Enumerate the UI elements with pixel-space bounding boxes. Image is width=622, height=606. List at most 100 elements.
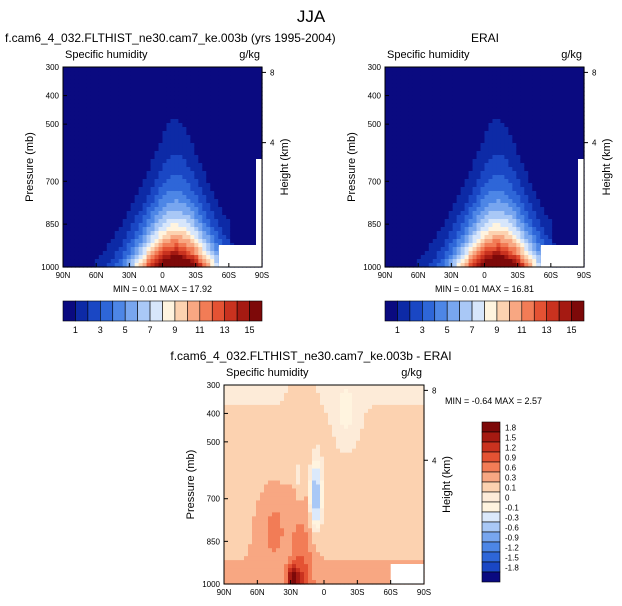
contour-cell [63, 163, 68, 168]
contour-cell [528, 79, 533, 84]
contour-cell [154, 75, 160, 80]
contour-cell [385, 207, 390, 212]
contour-cell [560, 139, 565, 144]
contour-cell [82, 191, 88, 196]
contour-cell [122, 111, 128, 116]
contour-cell [452, 195, 458, 200]
panel-units-label: g/kg [239, 49, 260, 61]
contour-cell [242, 223, 247, 228]
contour-cell [126, 187, 132, 192]
contour-cell [548, 67, 553, 72]
contour-cell [484, 239, 490, 244]
contour-cell [242, 83, 247, 88]
contour-cell [98, 115, 104, 120]
contour-cell [194, 127, 199, 132]
contour-cell [504, 255, 509, 260]
contour-cell [524, 211, 529, 216]
contour-cell [106, 215, 112, 220]
contour-cell [552, 171, 557, 176]
contour-cell [214, 83, 219, 88]
contour-cell [444, 123, 450, 128]
contour-cell [472, 67, 478, 72]
contour-cell [170, 259, 176, 264]
contour-cell [90, 247, 96, 252]
contour-cell [126, 71, 132, 76]
contour-cell [400, 239, 406, 244]
contour-cell [126, 103, 132, 108]
contour-cell [516, 155, 521, 160]
contour-cell [540, 151, 545, 156]
contour-cell [134, 199, 140, 204]
contour-cell [210, 227, 215, 232]
contour-cell [74, 71, 80, 76]
contour-cell [78, 263, 84, 268]
contour-cell [122, 139, 128, 144]
contour-cell [114, 159, 120, 164]
contour-cell [142, 123, 148, 128]
contour-cell [126, 239, 132, 244]
contour-cell [134, 219, 140, 224]
contour-cell [198, 191, 203, 196]
contour-cell [460, 115, 466, 120]
contour-cell [258, 139, 263, 144]
contour-cell [436, 171, 442, 176]
contour-cell [392, 139, 398, 144]
contour-cell [560, 203, 565, 208]
contour-cell [424, 195, 430, 200]
contour-cell [202, 215, 207, 220]
contour-cell [74, 99, 80, 104]
contour-cell [94, 219, 100, 224]
contour-cell [222, 163, 227, 168]
contour-cell [246, 207, 251, 212]
contour-cell [428, 83, 434, 88]
contour-cell [94, 87, 100, 92]
contour-cell [544, 143, 549, 148]
contour-cell [520, 183, 525, 188]
contour-cell [464, 91, 470, 96]
contour-cell [150, 91, 156, 96]
contour-cell [86, 195, 92, 200]
contour-cell [452, 223, 458, 228]
contour-cell [472, 179, 478, 184]
contour-cell [480, 187, 486, 192]
contour-cell [114, 95, 120, 100]
contour-cell [440, 119, 446, 124]
contour-cell [166, 259, 172, 264]
contour-cell [568, 91, 573, 96]
contour-cell [452, 91, 458, 96]
contour-cell [106, 207, 112, 212]
contour-cell [126, 139, 132, 144]
contour-cell [154, 71, 160, 76]
contour-cell [130, 259, 136, 264]
contour-cell [150, 179, 156, 184]
contour-cell [572, 107, 577, 112]
contour-cell [218, 155, 223, 160]
contour-cell [388, 135, 394, 140]
contour-cell [154, 223, 160, 228]
contour-cell [540, 175, 545, 180]
contour-cell [170, 175, 176, 180]
contour-cell [420, 183, 426, 188]
contour-cell [456, 123, 462, 128]
contour-cell [464, 87, 470, 92]
contour-cell [552, 107, 557, 112]
contour-cell [472, 163, 478, 168]
contour-cell [520, 71, 525, 76]
contour-cell [186, 195, 191, 200]
contour-cell [464, 67, 470, 72]
contour-cell [238, 195, 243, 200]
contour-cell [126, 227, 132, 232]
contour-cell [226, 143, 231, 148]
contour-cell [385, 107, 390, 112]
contour-cell [206, 119, 211, 124]
contour-cell [222, 83, 227, 88]
contour-cell [230, 183, 235, 188]
contour-cell [528, 139, 533, 144]
contour-cell [146, 203, 152, 208]
contour-cell [166, 87, 172, 92]
contour-cell [448, 231, 454, 236]
contour-cell [432, 71, 438, 76]
contour-cell [110, 239, 116, 244]
contour-cell [114, 207, 120, 212]
